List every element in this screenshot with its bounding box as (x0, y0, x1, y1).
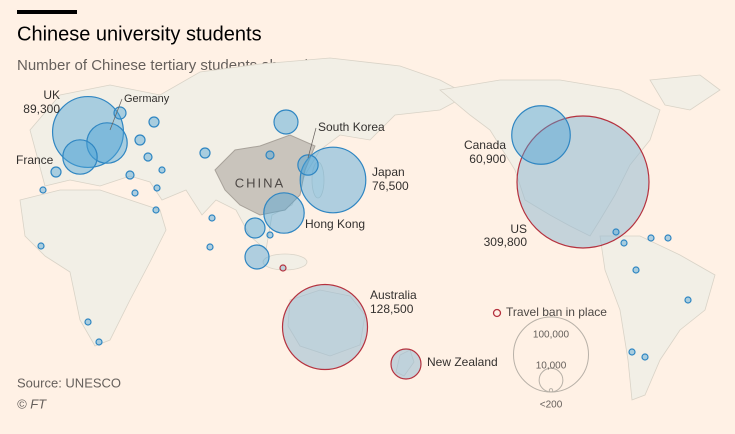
ban-label: Travel ban in place (506, 305, 607, 319)
china-shape (214, 134, 316, 216)
bubble (199, 147, 211, 159)
size-label: 100,000 (533, 330, 570, 341)
size-key (548, 388, 554, 393)
bubble (143, 152, 153, 162)
bubble (153, 184, 161, 192)
bubble (390, 348, 422, 380)
bubble (206, 243, 214, 251)
value-label: 89,300 (23, 102, 60, 116)
bubble (50, 166, 62, 178)
bubble (297, 154, 319, 176)
bubble (95, 338, 103, 346)
country-label: Australia (370, 288, 417, 302)
size-label: <200 (540, 400, 563, 411)
bubble (612, 228, 620, 236)
bubble (273, 109, 299, 135)
leader (307, 127, 317, 159)
china-label: CHINA (235, 175, 285, 190)
country-label: South Korea (318, 120, 385, 134)
country-label: UK (43, 88, 60, 102)
bubble (131, 189, 139, 197)
credit: © FT (17, 396, 47, 411)
country-label: New Zealand (427, 355, 498, 369)
bubble (37, 242, 45, 250)
title: Chinese university students (17, 23, 262, 45)
bubble (664, 234, 672, 242)
ban-key (492, 308, 502, 318)
country-label: US (510, 222, 527, 236)
value-label: 128,500 (370, 302, 414, 316)
bubble (134, 134, 146, 146)
size-key (513, 316, 589, 393)
bubble (244, 244, 270, 270)
bubble (263, 192, 305, 234)
leader (109, 98, 123, 131)
bubble (620, 239, 628, 247)
bubble (148, 116, 160, 128)
title-bar (17, 10, 77, 14)
bubble (62, 139, 98, 175)
bubble (265, 150, 275, 160)
bubble (628, 348, 636, 356)
bubble (158, 166, 166, 174)
legend: Travel ban in place 100,000 10,000 <200 (492, 305, 607, 411)
country-label: Germany (124, 93, 170, 105)
country-label: Hong Kong (305, 217, 365, 231)
country-label: Canada (464, 138, 506, 152)
source: Source: UNESCO (17, 375, 121, 390)
bubble (279, 264, 287, 272)
bubble (244, 217, 266, 239)
country-label: France (16, 153, 54, 167)
bubble (641, 353, 649, 361)
bubble (84, 318, 92, 326)
bubbles (37, 95, 692, 380)
bubble (266, 231, 274, 239)
bubble (113, 106, 127, 120)
bubble (632, 266, 640, 274)
bubble (299, 146, 367, 214)
bubble (125, 170, 135, 180)
country-label: Japan (372, 165, 405, 179)
bubble (39, 186, 47, 194)
bubble (647, 234, 655, 242)
size-label: 10,000 (536, 361, 567, 372)
bubble (152, 206, 160, 214)
value-label: 60,900 (469, 152, 506, 166)
bubble (208, 214, 216, 222)
value-label: 76,500 (372, 179, 409, 193)
bubble (684, 296, 692, 304)
value-label: 309,800 (484, 235, 528, 249)
bubble (281, 283, 369, 371)
bubble (511, 105, 571, 165)
bubble (516, 115, 650, 249)
